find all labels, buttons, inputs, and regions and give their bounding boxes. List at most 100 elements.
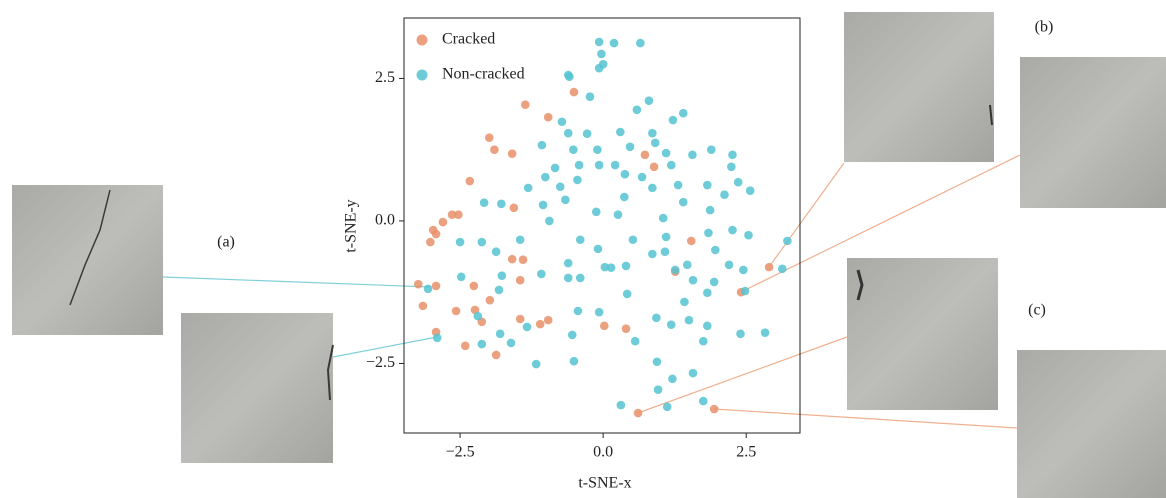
point [418, 301, 428, 311]
point [598, 59, 608, 69]
leader-line [713, 408, 1018, 429]
point [515, 314, 525, 324]
point [575, 273, 585, 283]
point [599, 321, 609, 331]
point [705, 205, 715, 215]
legend-label: Cracked [442, 31, 495, 48]
point [491, 350, 501, 360]
point [637, 172, 647, 182]
point [523, 183, 533, 193]
point [537, 140, 547, 150]
point [760, 328, 770, 337]
point [616, 400, 626, 410]
point [537, 269, 546, 279]
point [652, 313, 661, 323]
point [438, 217, 448, 227]
point [670, 265, 680, 275]
point [569, 145, 578, 154]
point [455, 237, 465, 247]
point [702, 321, 712, 331]
point [465, 176, 475, 186]
point [613, 210, 623, 219]
point [541, 172, 550, 182]
point [622, 289, 632, 299]
point [569, 87, 579, 97]
point [569, 356, 579, 366]
point [451, 306, 461, 316]
point [543, 315, 553, 325]
point [648, 249, 657, 259]
point [506, 338, 516, 348]
point [574, 160, 584, 170]
point [414, 279, 423, 289]
crack [989, 104, 993, 126]
x-tick-label: −2.5 [446, 444, 475, 461]
point [684, 315, 694, 325]
point [593, 244, 603, 254]
point [709, 277, 719, 287]
point [490, 145, 499, 154]
point [652, 357, 662, 367]
point [698, 396, 708, 406]
point [509, 203, 519, 213]
point [783, 236, 792, 246]
point [616, 127, 625, 137]
point [456, 272, 466, 282]
point [507, 254, 517, 264]
point [640, 150, 650, 160]
point [484, 133, 494, 143]
point [764, 262, 774, 272]
point [711, 245, 720, 255]
point [497, 271, 507, 280]
plot-frame [403, 17, 801, 434]
point [702, 180, 712, 190]
point [575, 235, 585, 245]
point [563, 128, 573, 138]
point [573, 306, 583, 316]
point [740, 286, 750, 296]
inset-image [844, 12, 994, 162]
legend-label: Non-cracked [442, 66, 525, 83]
point [650, 138, 660, 148]
point [479, 198, 489, 207]
point [680, 297, 689, 307]
point [648, 128, 657, 138]
y-axis-label: t-SNE-y [343, 199, 360, 252]
point [485, 295, 495, 305]
point [720, 190, 729, 200]
point [707, 145, 716, 154]
point [686, 236, 696, 246]
annotation: (a) [217, 234, 235, 251]
x-axis-label: t-SNE-x [578, 475, 631, 492]
point [545, 216, 554, 226]
point [678, 197, 688, 207]
legend-marker [416, 69, 428, 81]
point [557, 117, 567, 127]
y-tick-label: 2.5 [375, 69, 395, 86]
leader-line [740, 154, 1021, 293]
leader-line [332, 336, 438, 358]
point [649, 162, 659, 172]
crack [326, 344, 334, 401]
point [515, 235, 525, 245]
point [625, 142, 635, 152]
point [609, 38, 619, 48]
point [661, 148, 671, 158]
point [668, 374, 677, 384]
point [682, 260, 692, 270]
inset-image [181, 313, 333, 463]
point [620, 169, 630, 179]
point [632, 105, 642, 115]
point [668, 115, 678, 125]
point [454, 210, 463, 219]
leader-line [637, 336, 848, 414]
point [426, 237, 435, 247]
point [727, 162, 736, 172]
point [661, 232, 671, 242]
point [515, 275, 525, 285]
leader-lines [162, 154, 1021, 429]
leader-line [768, 162, 845, 268]
point [431, 229, 441, 239]
point [733, 177, 743, 187]
point [728, 150, 737, 160]
